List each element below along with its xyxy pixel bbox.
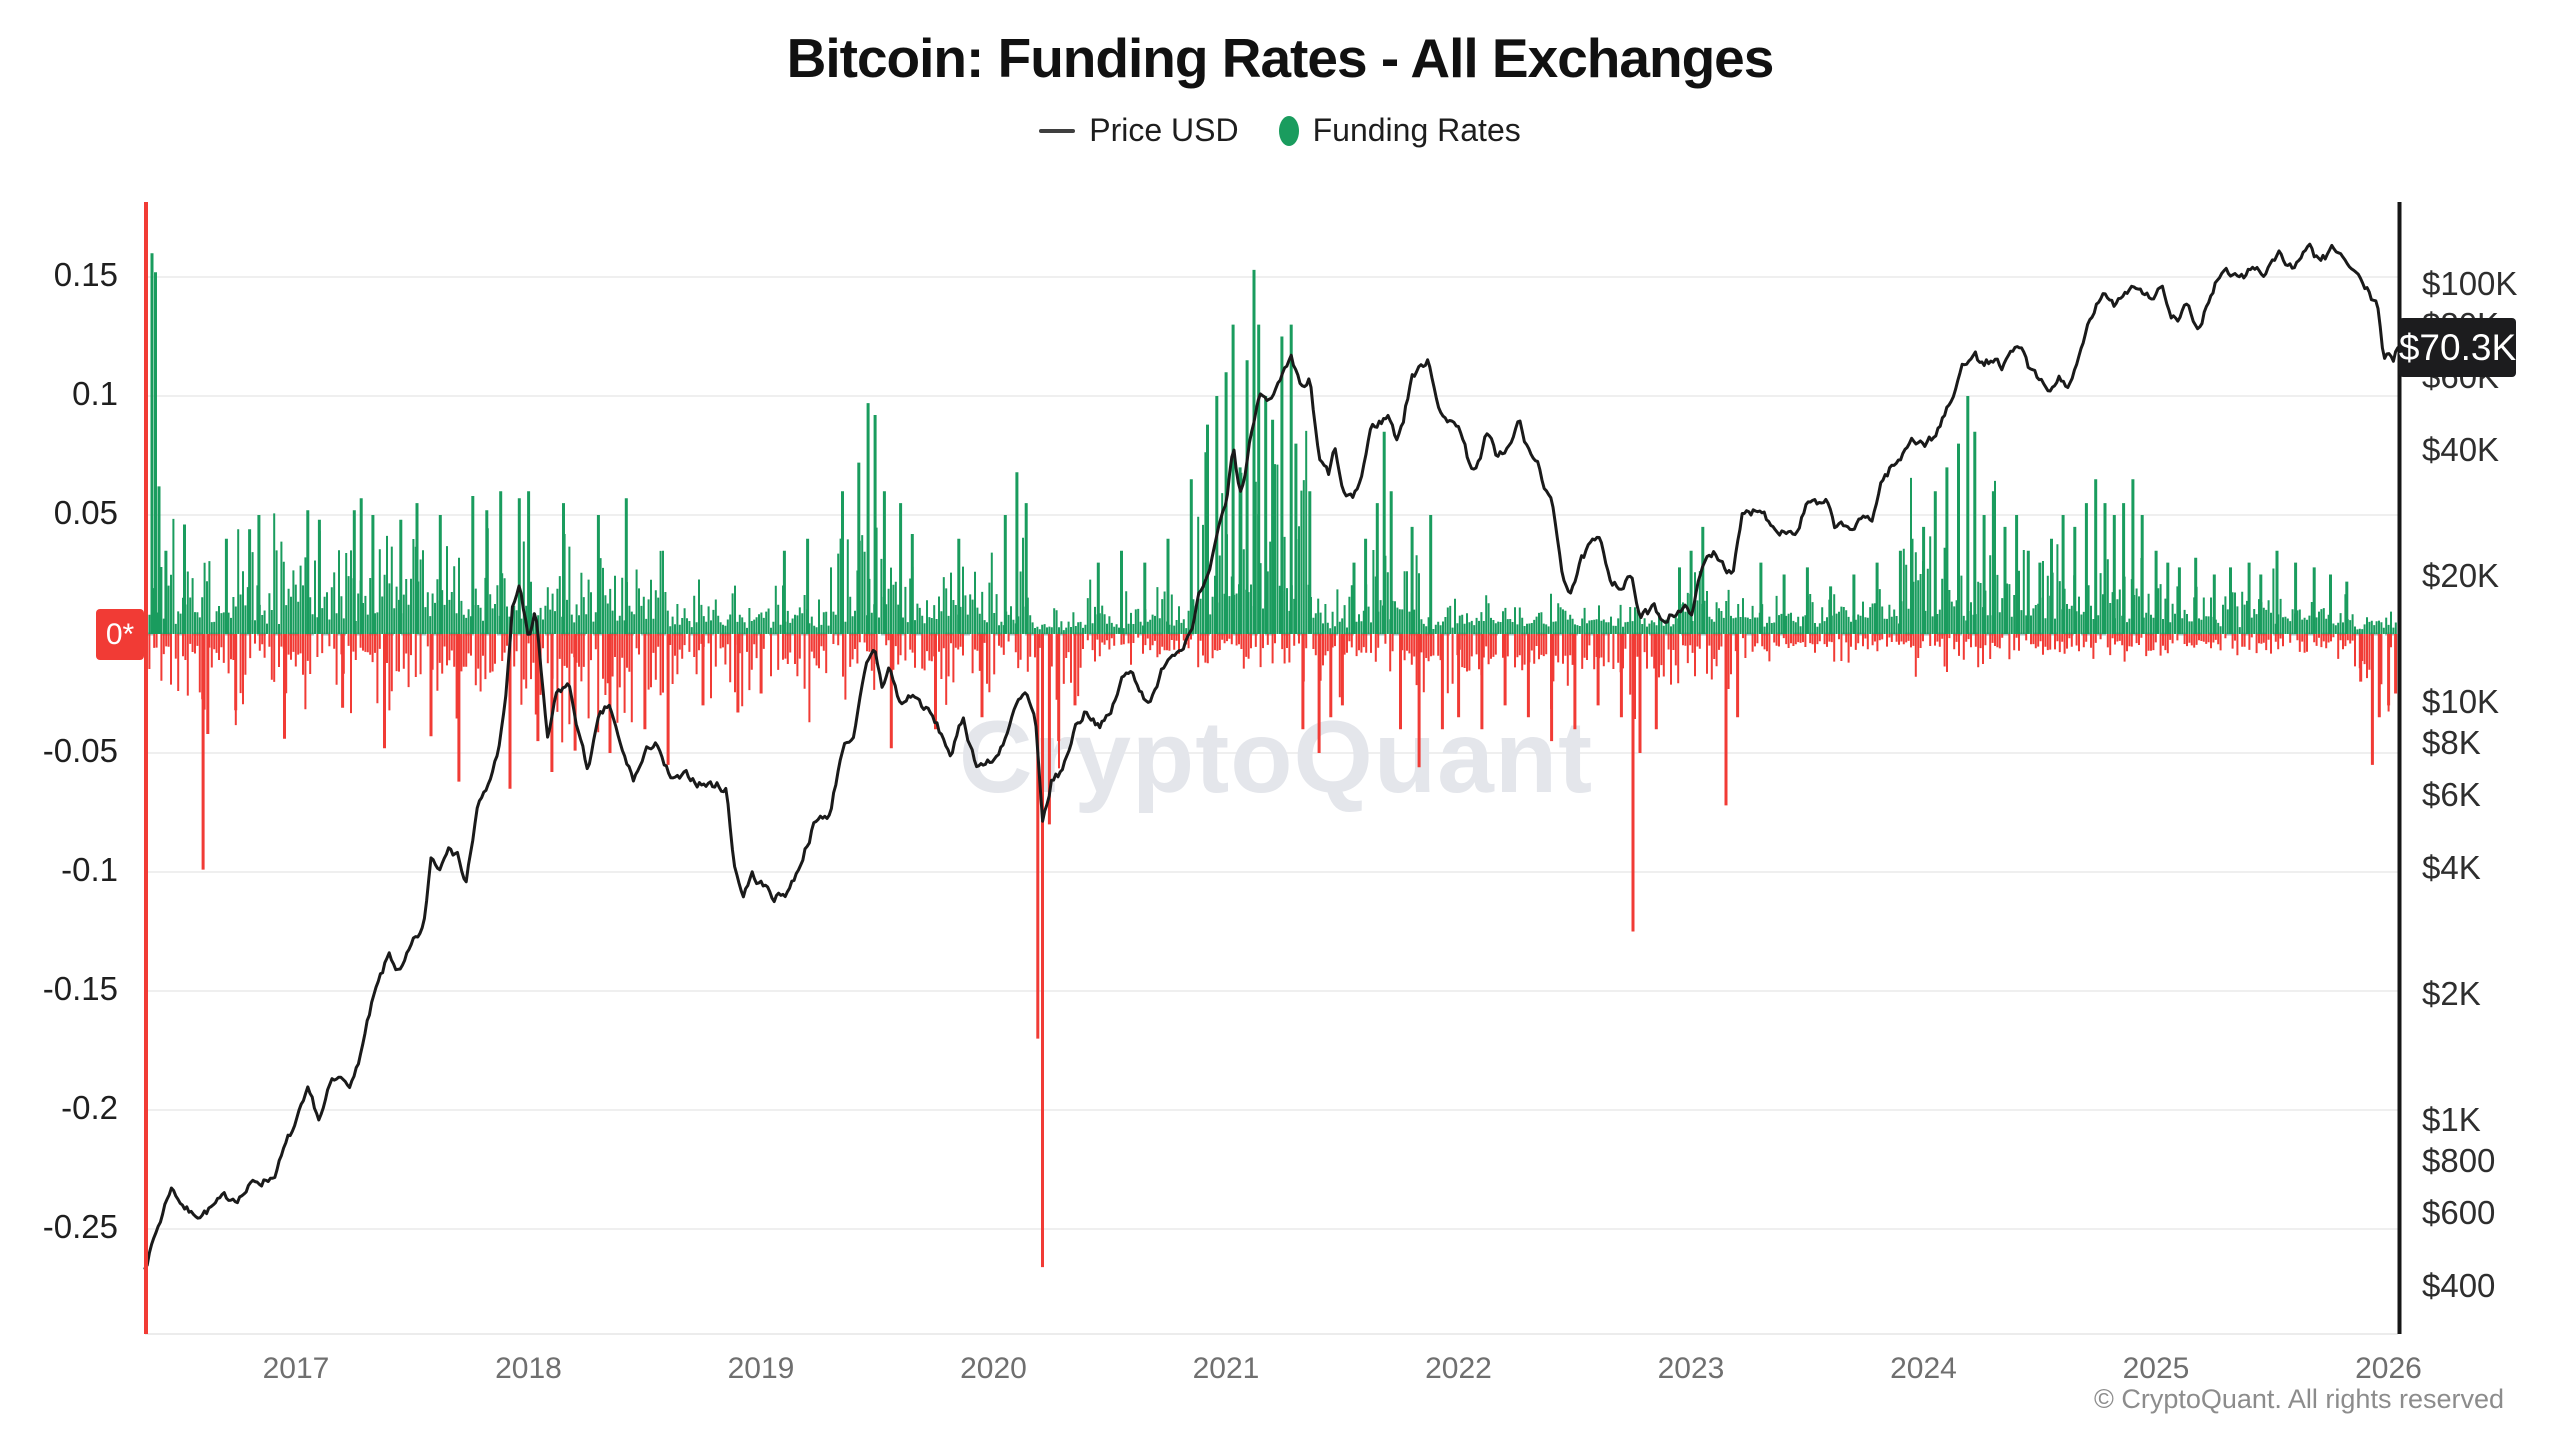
legend-label-funding: Funding Rates <box>1312 112 1521 148</box>
left-axis-tick: -0.15 <box>42 970 118 1007</box>
right-axis-tick: $40K <box>2422 431 2500 469</box>
right-axis-tick: $20K <box>2422 557 2500 595</box>
x-axis-tick: 2019 <box>727 1352 795 1385</box>
chart-title: Bitcoin: Funding Rates - All Exchanges <box>786 27 1775 89</box>
x-axis-tick: 2018 <box>495 1352 562 1385</box>
x-axis-tick: 2023 <box>1657 1352 1725 1385</box>
x-axis-tick: 2017 <box>262 1352 330 1385</box>
left-axis-tick: 0.15 <box>53 256 118 293</box>
funding-spikes-positive <box>150 253 2349 634</box>
funding-bars-negative <box>148 634 2397 769</box>
price-line <box>143 242 2400 1270</box>
right-axis-tick: $800 <box>2422 1141 2496 1179</box>
left-axis-tick: -0.25 <box>42 1208 118 1245</box>
left-axis-tick: -0.2 <box>61 1089 118 1126</box>
left-axis-tick: 0.05 <box>53 494 118 531</box>
right-axis-tick: $2K <box>2422 975 2481 1013</box>
right-axis-tick: $600 <box>2422 1193 2496 1231</box>
left-axis-tick: 0.1 <box>72 375 118 412</box>
left-axis-tick: -0.05 <box>42 732 118 769</box>
funding-current-value-badge: 0* <box>96 609 144 660</box>
right-axis-tick: $10K <box>2422 683 2500 720</box>
x-axis-tick: 2022 <box>1425 1352 1492 1385</box>
price-current-value-badge: $70.3K <box>2399 318 2516 377</box>
x-axis-tick: 2025 <box>2122 1352 2190 1385</box>
right-axis-tick: $8K <box>2422 723 2481 761</box>
line-marker-icon <box>1039 128 1076 133</box>
copyright-notice: © CryptoQuant. All rights reserved <box>2093 1384 2504 1414</box>
legend-item-funding[interactable]: Funding Rates <box>1278 112 1521 149</box>
right-axis-tick: $400 <box>2422 1267 2496 1305</box>
x-axis-tick: 2026 <box>2355 1352 2422 1385</box>
left-axis-tick: -0.1 <box>61 851 118 888</box>
right-axis-tick: $4K <box>2422 849 2481 887</box>
legend-label-price: Price USD <box>1089 112 1239 148</box>
dot-marker-icon <box>1278 115 1299 146</box>
x-axis-tick: 2020 <box>960 1352 1027 1385</box>
x-axis-tick: 2021 <box>1192 1352 1260 1385</box>
watermark: CryptoQuant <box>959 700 1593 814</box>
right-axis-tick: $100K <box>2422 265 2518 302</box>
chart-legend: Price USD Funding Rates <box>0 112 2560 149</box>
right-axis-tick: $1K <box>2422 1101 2481 1138</box>
legend-item-price[interactable]: Price USD <box>1039 112 1239 149</box>
funding-spikes-negative <box>201 634 2398 1268</box>
x-axis-tick: 2024 <box>1890 1352 1957 1385</box>
right-axis-tick: $6K <box>2422 775 2481 813</box>
